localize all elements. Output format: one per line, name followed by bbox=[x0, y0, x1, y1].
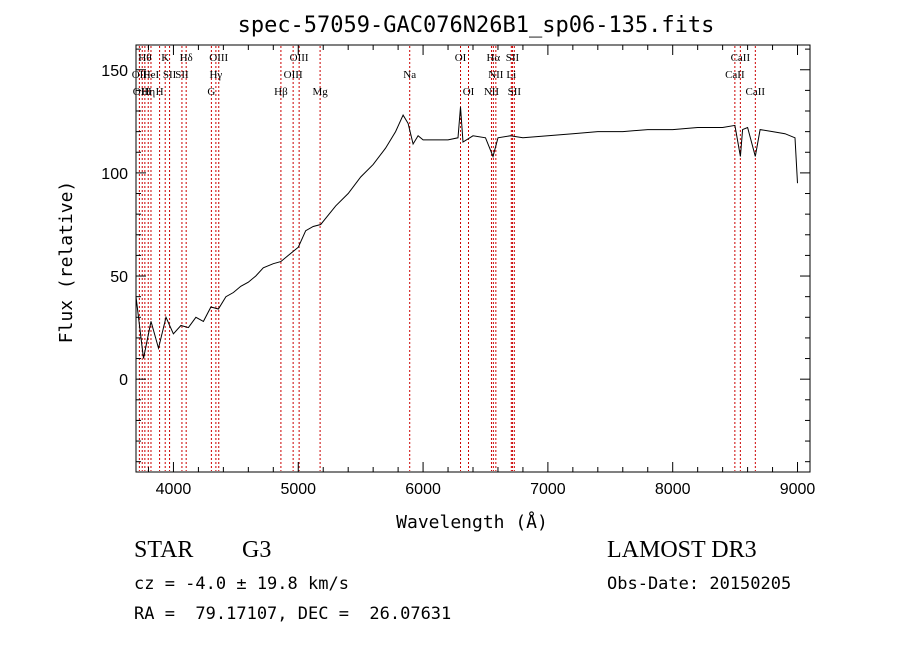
spectrum-chart: spec-57059-GAC076N26B1_sp06-135.fits OII… bbox=[56, 13, 815, 533]
marker-label: NII bbox=[484, 86, 500, 98]
marker-label: OIII bbox=[290, 52, 309, 64]
marker-label: NII bbox=[488, 69, 504, 81]
axes: 4000 5000 6000 7000 8000 9000 0 50 100 150 bbox=[101, 45, 815, 498]
marker-label: CaII bbox=[731, 52, 751, 64]
x-tick-label: 6000 bbox=[405, 481, 441, 498]
x-tick-label: 5000 bbox=[280, 481, 316, 498]
marker-label: Li bbox=[506, 69, 516, 81]
x-axis-label: Wavelength (Å) bbox=[396, 511, 548, 533]
marker-label: Hη bbox=[141, 86, 155, 98]
x-tick-label: 4000 bbox=[156, 481, 192, 498]
marker-label: OI bbox=[455, 52, 467, 64]
marker-label: Hδ bbox=[180, 52, 193, 64]
marker-label: CaII bbox=[725, 69, 745, 81]
marker-label: HeI bbox=[143, 69, 160, 81]
marker-label: Na bbox=[403, 69, 416, 81]
marker-label: OIII bbox=[133, 86, 152, 98]
marker-label: Mg bbox=[312, 86, 328, 98]
marker-label: SII bbox=[163, 69, 177, 81]
y-tick-label: 0 bbox=[119, 372, 128, 389]
marker-label: K bbox=[161, 52, 169, 64]
y-tick-label: 50 bbox=[110, 269, 128, 286]
line-marker-labels: OIIOIIIHθHηHeIHKSIIHδSIIGHγOIIIHβOIIIOII… bbox=[132, 52, 766, 98]
marker-label: SII bbox=[175, 69, 189, 81]
chart-title: spec-57059-GAC076N26B1_sp06-135.fits bbox=[238, 13, 715, 38]
marker-label: Hθ bbox=[138, 52, 151, 64]
line-markers bbox=[138, 46, 756, 471]
y-tick-label: 100 bbox=[101, 166, 128, 183]
marker-label: Hγ bbox=[209, 69, 222, 81]
observation-date: Obs-Date: 20150205 bbox=[607, 574, 792, 594]
marker-label: CaII bbox=[746, 86, 766, 98]
redshift-cz: cz = -4.0 ± 19.8 km/s bbox=[134, 574, 349, 594]
flux-series-line bbox=[135, 106, 798, 359]
plot-frame bbox=[135, 44, 811, 473]
marker-label: SII bbox=[506, 52, 520, 64]
marker-label: G bbox=[207, 86, 215, 98]
marker-label: SII bbox=[508, 86, 522, 98]
marker-label: Hβ bbox=[274, 86, 288, 98]
marker-label: Hα bbox=[486, 52, 500, 64]
x-tick-label: 8000 bbox=[655, 481, 691, 498]
marker-label: OIII bbox=[284, 69, 303, 81]
coordinates: RA = 79.17107, DEC = 26.07631 bbox=[134, 604, 452, 624]
object-subclass: G3 bbox=[242, 537, 272, 563]
marker-label: H bbox=[156, 86, 164, 98]
object-class: STAR bbox=[134, 537, 194, 563]
y-axis-label: Flux (relative) bbox=[56, 181, 77, 344]
x-tick-label: 9000 bbox=[780, 481, 816, 498]
marker-label: OI bbox=[463, 86, 475, 98]
y-tick-label: 150 bbox=[101, 63, 128, 80]
marker-label: OIII bbox=[209, 52, 228, 64]
x-tick-label: 7000 bbox=[530, 481, 566, 498]
survey-name: LAMOST DR3 bbox=[607, 537, 757, 563]
